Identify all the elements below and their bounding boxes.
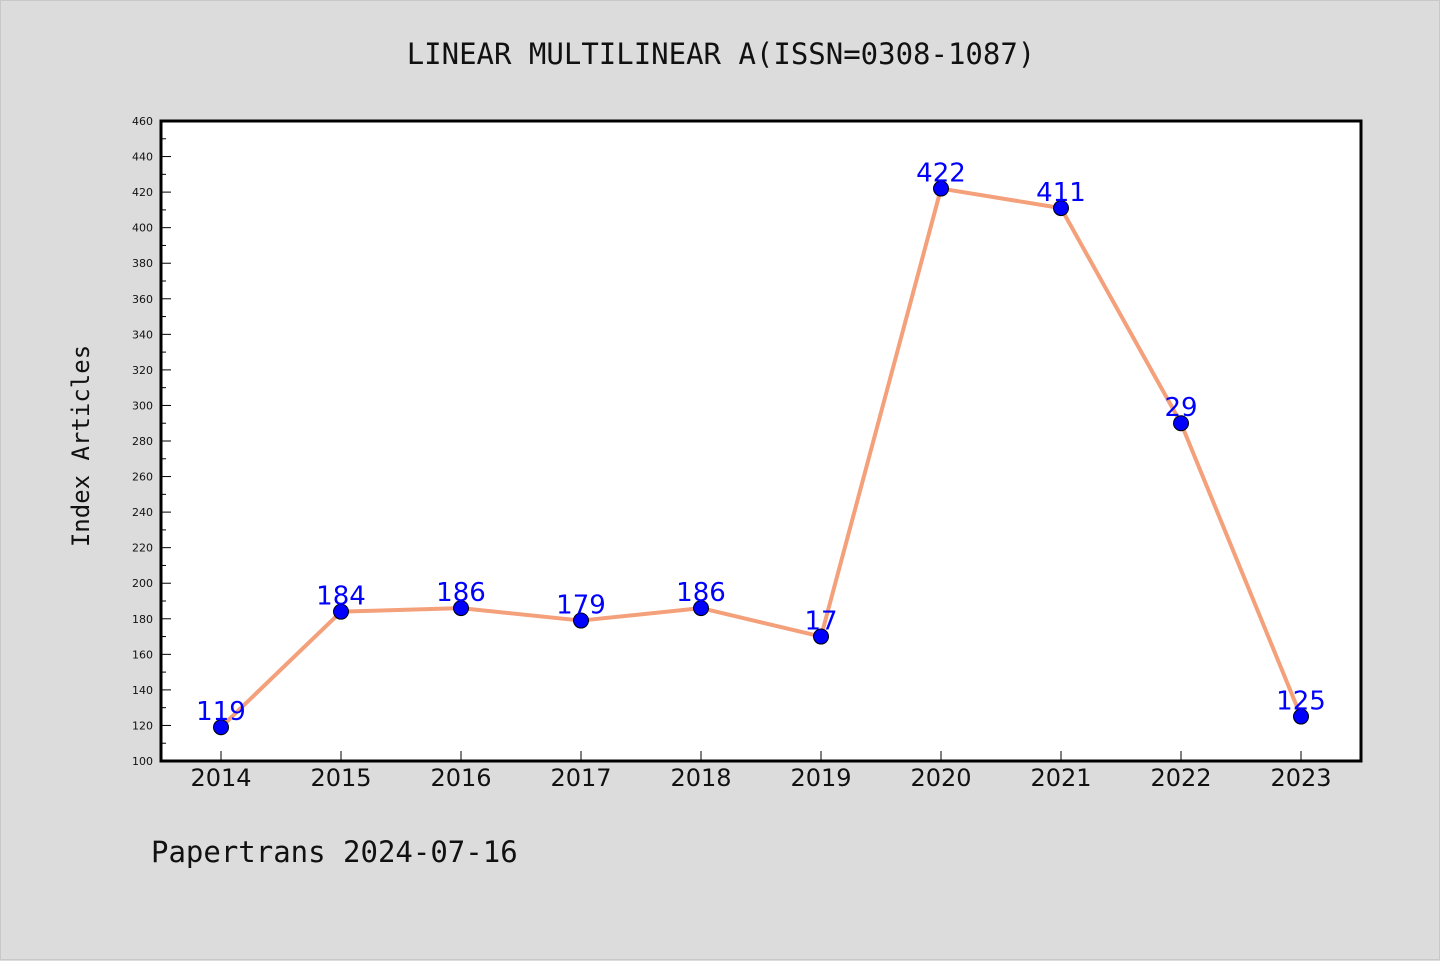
y-tick-label: 240 <box>132 506 153 519</box>
y-tick-label: 360 <box>132 293 153 306</box>
y-tick-label: 340 <box>132 328 153 341</box>
data-label: 29 <box>1164 393 1197 423</box>
x-tick-label: 2017 <box>550 764 611 792</box>
y-tick-label: 400 <box>132 222 153 235</box>
y-tick-label: 120 <box>132 719 153 732</box>
y-tick-label: 160 <box>132 648 153 661</box>
data-point <box>813 628 829 645</box>
y-tick-label: 180 <box>132 613 153 626</box>
y-tick-label: 460 <box>132 115 153 128</box>
y-tick-label: 380 <box>132 257 153 270</box>
x-tick-label: 2019 <box>790 764 851 792</box>
data-point <box>453 600 469 617</box>
data-point <box>213 719 229 736</box>
data-label: 411 <box>1036 178 1086 208</box>
x-tick-label: 2015 <box>310 764 371 792</box>
y-tick-label: 140 <box>132 684 153 697</box>
y-tick-label: 100 <box>132 755 153 768</box>
y-tick-label: 280 <box>132 435 153 448</box>
data-label: 186 <box>436 578 486 608</box>
y-tick-label: 200 <box>132 577 153 590</box>
data-point <box>1173 415 1189 432</box>
y-tick-label: 320 <box>132 364 153 377</box>
x-tick-label: 2022 <box>1150 764 1211 792</box>
y-tick-label: 420 <box>132 186 153 199</box>
data-label: 184 <box>316 582 366 612</box>
footer-text: Papertrans 2024-07-16 <box>151 835 518 869</box>
series-line <box>219 186 1303 729</box>
y-tick-label: 260 <box>132 471 153 484</box>
data-point <box>1053 200 1069 217</box>
x-tick-label: 2016 <box>430 764 491 792</box>
x-tick-label: 2020 <box>910 764 971 792</box>
data-point <box>573 612 589 629</box>
data-point <box>693 600 709 617</box>
data-label: 125 <box>1276 687 1326 717</box>
y-tick-label: 440 <box>132 151 153 164</box>
x-tick-label: 2023 <box>1270 764 1331 792</box>
x-tick-label: 2014 <box>190 764 251 792</box>
data-label: 17 <box>804 607 837 637</box>
data-point <box>1293 708 1309 725</box>
x-tick-label: 2021 <box>1030 764 1091 792</box>
y-tick-label: 220 <box>132 542 153 555</box>
data-label: 119 <box>196 697 246 727</box>
x-tick-label: 2018 <box>670 764 731 792</box>
y-tick-label: 300 <box>132 399 153 412</box>
data-point <box>933 180 949 197</box>
data-point <box>333 603 349 620</box>
plot-frame <box>159 119 1363 763</box>
data-label: 186 <box>676 578 726 608</box>
data-label: 179 <box>556 591 606 621</box>
data-label: 422 <box>916 159 966 189</box>
chart-title: LINEAR MULTILINEAR A(ISSN=0308-1087) <box>406 37 1036 71</box>
